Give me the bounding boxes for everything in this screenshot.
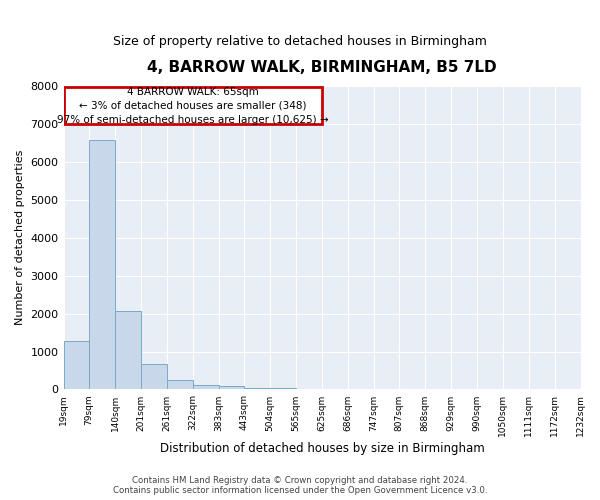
Bar	[64, 340, 89, 390]
Bar	[115, 312, 141, 390]
Bar	[141, 364, 167, 390]
X-axis label: Distribution of detached houses by size in Birmingham: Distribution of detached houses by size …	[160, 442, 484, 455]
Title: 4, BARROW WALK, BIRMINGHAM, B5 7LD: 4, BARROW WALK, BIRMINGHAM, B5 7LD	[147, 60, 497, 75]
Bar	[193, 384, 218, 390]
Bar	[244, 388, 270, 390]
Bar	[270, 388, 296, 390]
Bar	[296, 389, 322, 390]
FancyBboxPatch shape	[64, 88, 322, 124]
Bar	[218, 386, 244, 390]
Bar	[89, 140, 115, 390]
Text: Size of property relative to detached houses in Birmingham: Size of property relative to detached ho…	[113, 35, 487, 48]
Text: 4 BARROW WALK: 65sqm
← 3% of detached houses are smaller (348)
97% of semi-detac: 4 BARROW WALK: 65sqm ← 3% of detached ho…	[57, 86, 328, 124]
Y-axis label: Number of detached properties: Number of detached properties	[15, 150, 25, 326]
Bar	[167, 380, 193, 390]
Text: Contains HM Land Registry data © Crown copyright and database right 2024.
Contai: Contains HM Land Registry data © Crown c…	[113, 476, 487, 495]
